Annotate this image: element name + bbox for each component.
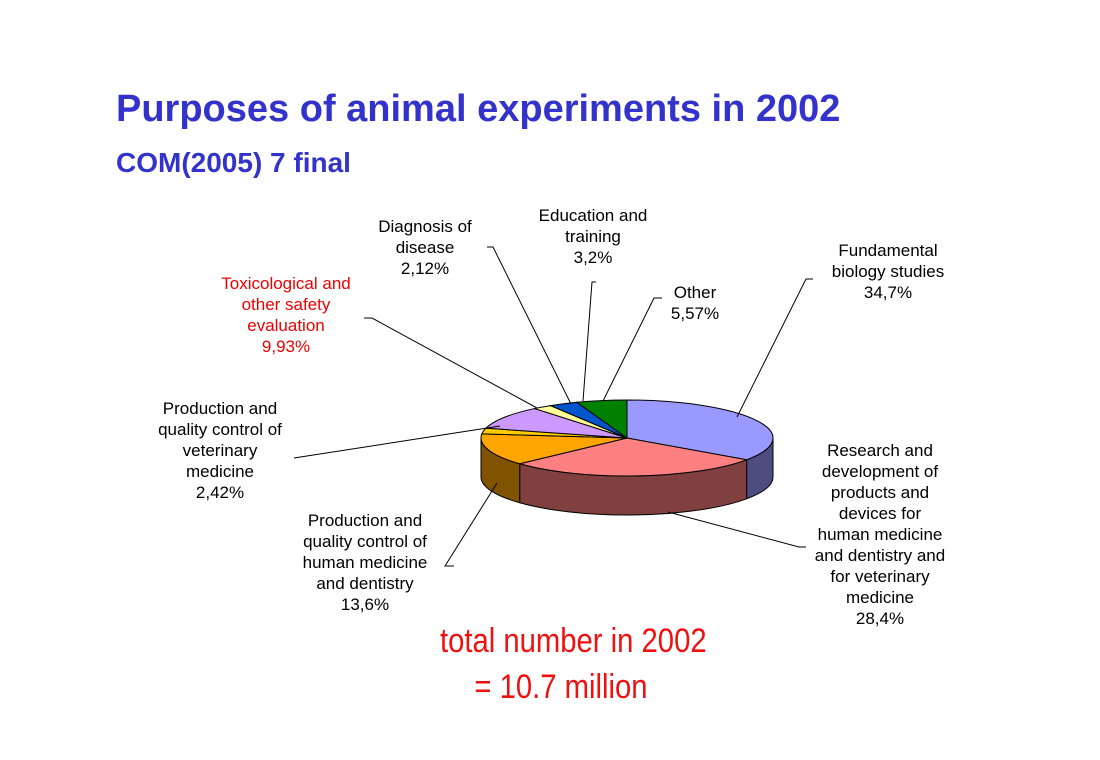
pie-slice-other [575,399,628,439]
label-fundamental-biology: Fundamental biology studies 34,7% [831,241,945,302]
label-research-development: Research and development of products and… [814,441,946,628]
pie-slice-research [517,437,749,477]
label-production-veterinary: Production and quality control of veteri… [158,399,282,502]
leader-line-toxicological [364,317,538,409]
pie-slice-fundamental [626,399,774,461]
leader-line-other [602,297,662,402]
total-annotation: total number in 2002 = 10.7 million [440,618,707,710]
pie-slice-prod-human [480,433,628,465]
chart-title: Purposes of animal experiments in 2002 [116,88,841,130]
total-line-1: total number in 2002 [440,622,707,660]
leader-line-research [667,511,806,548]
label-education: Education and training 3,2% [538,206,648,267]
leader-line-fundamental [736,278,813,418]
label-toxicological: Toxicological and other safety evaluatio… [221,274,351,356]
label-production-human: Production and quality control of human … [302,511,428,614]
leader-line-education [582,281,596,402]
leader-line-prod-vet [293,425,501,459]
label-diagnosis: Diagnosis of disease 2,12% [378,217,472,278]
pie-slice-toxicological [484,408,628,439]
total-line-2: = 10.7 million [474,668,648,706]
leader-line-diagnosis [487,246,572,405]
leader-line-prod-human [444,482,498,567]
chart-subtitle: COM(2005) 7 final [116,147,351,178]
label-other: Other 5,57% [670,283,720,323]
